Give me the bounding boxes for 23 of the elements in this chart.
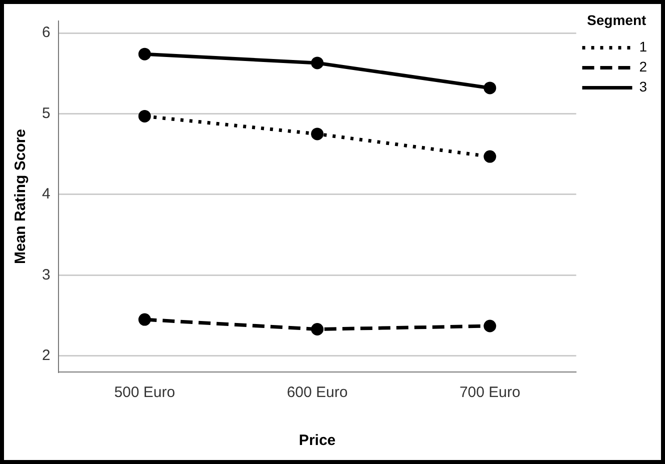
x-tick-label: 600 Euro [286,384,348,402]
legend-title: Segment [587,12,647,28]
x-axis-title: Price [298,432,336,450]
point [311,56,324,70]
y-tick-label: 5 [42,104,50,122]
point [138,110,151,122]
point [484,150,496,163]
legend-label: 2 [639,58,648,75]
x-tick-label: 500 Euro [114,384,176,402]
legend-label: 3 [639,78,648,95]
point [484,320,496,332]
point [311,128,324,140]
legend-label: 1 [639,38,648,55]
point [484,82,496,94]
point [311,322,324,336]
point [138,48,151,60]
x-tick-label: 700 Euro [459,384,520,402]
y-tick-label: 6 [42,24,50,42]
y-tick-label: 4 [42,186,50,203]
point [138,313,151,326]
y-axis-title: Mean Rating Score [12,128,30,264]
y-tick-label: 2 [42,347,50,364]
y-tick-label: 3 [42,266,50,284]
